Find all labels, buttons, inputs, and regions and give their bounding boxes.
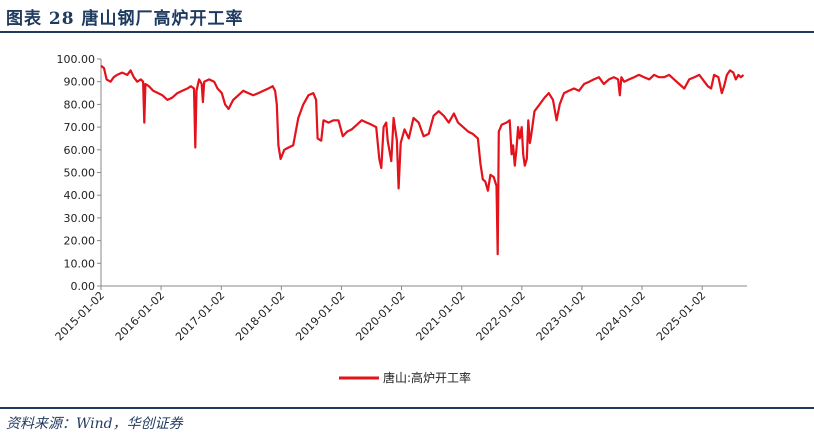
bottom-rule <box>0 407 814 409</box>
x-tick-label: 2019-01-02 <box>293 289 347 343</box>
y-tick-label: 80.00 <box>64 98 96 111</box>
y-tick-label: 70.00 <box>64 121 96 134</box>
x-tick-label: 2020-01-02 <box>353 289 407 343</box>
y-tick-label: 10.00 <box>64 257 96 270</box>
y-tick-label: 40.00 <box>64 189 96 202</box>
legend-label: 唐山:高炉开工率 <box>383 370 471 385</box>
y-tick-label: 100.00 <box>57 53 96 66</box>
top-rule <box>0 31 814 33</box>
y-tick-label: 50.00 <box>64 167 96 180</box>
y-axis: 0.00 10.00 20.00 30.00 40.00 50.00 60.00 70.00 8… <box>57 53 102 293</box>
x-tick-label: 2024-01-02 <box>594 289 648 343</box>
y-tick-label: 30.00 <box>64 212 96 225</box>
x-tick-label: 2023-01-02 <box>534 289 588 343</box>
x-tick-label: 2022-01-02 <box>474 289 528 343</box>
legend: 唐山:高炉开工率 <box>339 370 471 385</box>
figure-title: 图表 28 唐山钢厂高炉开工率 <box>6 9 244 29</box>
x-tick-label: 2021-01-02 <box>413 289 467 343</box>
source-note: 资料来源：Wind，华创证券 <box>6 416 183 432</box>
x-tick-label: 2018-01-02 <box>233 289 287 343</box>
y-tick-label: 0.00 <box>71 280 96 293</box>
x-tick-label: 2016-01-02 <box>113 289 167 343</box>
y-tick-label: 20.00 <box>64 235 96 248</box>
x-axis: 2015-01-02 2016-01-02 2017-01-02 2018-01-02… <box>53 285 747 343</box>
x-tick-label: 2015-01-02 <box>53 289 107 343</box>
x-tick-label: 2017-01-02 <box>173 289 227 343</box>
y-tick-label: 60.00 <box>64 144 96 157</box>
plot-area <box>100 64 745 256</box>
series-line <box>100 64 745 256</box>
y-tick-label: 90.00 <box>64 76 96 89</box>
x-tick-label: 2025-01-02 <box>654 289 708 343</box>
